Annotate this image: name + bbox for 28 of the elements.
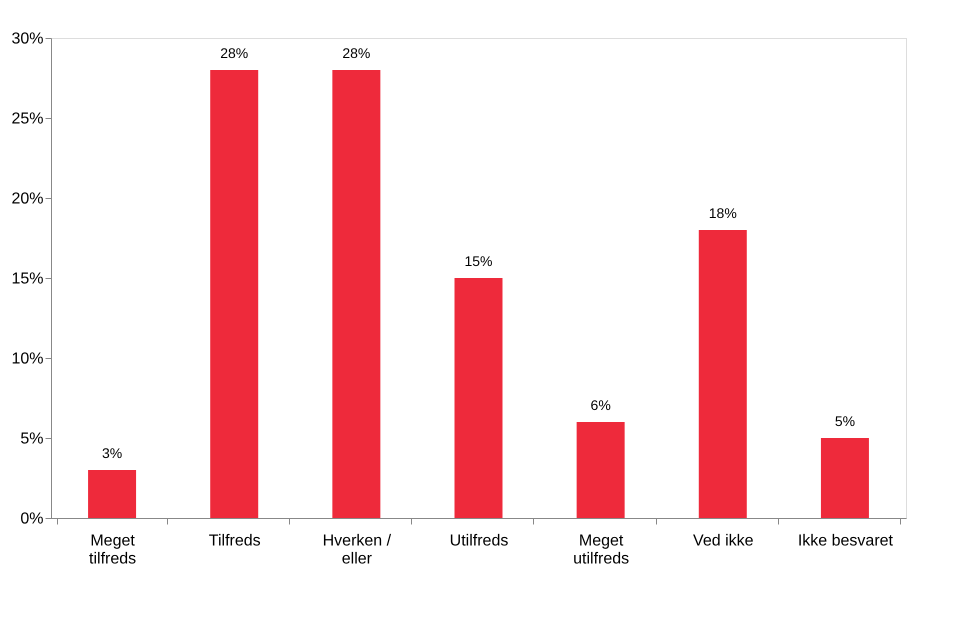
x-tick-label: Meget utilfreds <box>573 532 630 568</box>
x-tick-label: Ikke besvaret <box>798 532 894 550</box>
x-tick-label: Meget tilfreds <box>89 532 136 568</box>
bar <box>88 470 136 518</box>
bar <box>454 278 502 518</box>
y-tick-label: 10% <box>11 350 44 368</box>
y-tick-label: 30% <box>11 30 44 48</box>
bar <box>210 70 258 518</box>
data-label: 6% <box>590 397 611 413</box>
x-tick-label: Hverken / eller <box>322 532 392 568</box>
x-tick-label: Tilfreds <box>208 532 261 550</box>
data-label: 18% <box>708 205 737 221</box>
bar <box>332 70 380 518</box>
y-tick-label: 25% <box>11 110 44 128</box>
y-tick-label: 5% <box>20 430 44 448</box>
x-tick-label: Utilfreds <box>450 532 508 550</box>
x-tick-label: Ved ikke <box>693 532 754 550</box>
y-tick-label: 0% <box>20 510 44 528</box>
data-label: 28% <box>342 45 370 61</box>
bar <box>576 422 625 518</box>
y-tick-label: 15% <box>11 270 44 288</box>
data-label: 28% <box>220 45 248 61</box>
bar <box>820 438 869 518</box>
data-label: 3% <box>102 445 122 461</box>
data-label: 15% <box>464 253 493 269</box>
data-label: 5% <box>834 413 856 429</box>
bar <box>698 230 747 518</box>
y-tick-label: 20% <box>11 190 44 208</box>
